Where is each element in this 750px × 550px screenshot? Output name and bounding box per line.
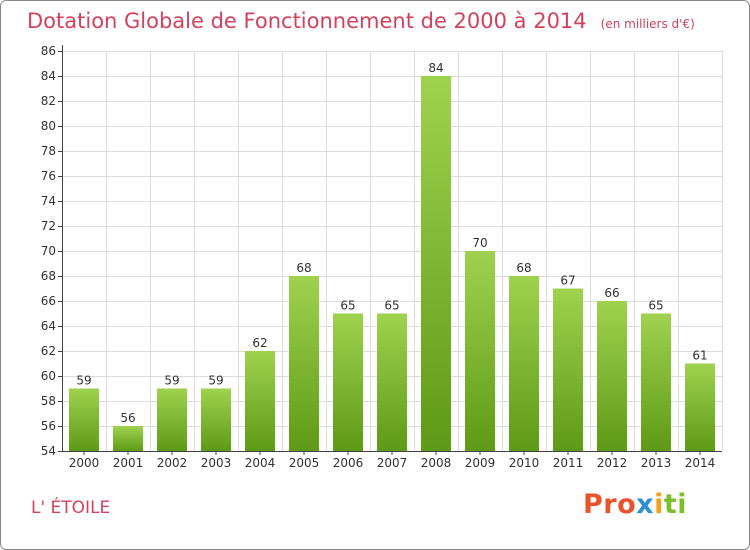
y-tick-label: 76 — [41, 169, 56, 183]
x-tick-label: 2008 — [421, 456, 452, 470]
x-tick-label: 2007 — [377, 456, 408, 470]
data-label: 68 — [516, 261, 531, 275]
x-tick-label: 2014 — [685, 456, 716, 470]
labels: 54 56 58 60 62 64 66 68 70 72 74 76 78 80 82 84 86 59 2000… — [41, 44, 716, 470]
x-tick-label: 2004 — [245, 456, 276, 470]
x-tick-label: 2013 — [641, 456, 672, 470]
x-tick-label: 2006 — [333, 456, 364, 470]
chart-unit-label: (en milliers d'€) — [600, 17, 695, 31]
y-tick-label: 60 — [41, 369, 56, 383]
bar — [597, 301, 627, 451]
y-tick-label: 72 — [41, 219, 56, 233]
y-tick-label: 86 — [41, 44, 56, 58]
data-label: 66 — [604, 286, 619, 300]
y-tick-label: 54 — [41, 444, 56, 458]
logo-part-2: x — [636, 489, 655, 520]
x-tick-label: 2012 — [597, 456, 628, 470]
data-label: 59 — [76, 374, 91, 388]
y-tick-label: 68 — [41, 269, 56, 283]
data-label: 67 — [560, 274, 575, 288]
y-tick-label: 74 — [41, 194, 56, 208]
x-tick-label: 2000 — [69, 456, 100, 470]
data-label: 84 — [428, 61, 443, 75]
title-block: Dotation Globale de Fonctionnement de 20… — [27, 9, 695, 33]
y-tick-label: 84 — [41, 69, 56, 83]
bar — [421, 76, 451, 451]
logo-part-3: i — [654, 489, 664, 520]
data-label: 56 — [120, 411, 135, 425]
y-tick-label: 70 — [41, 244, 56, 258]
y-tick-label: 80 — [41, 119, 56, 133]
bar — [553, 288, 583, 451]
data-label: 65 — [340, 299, 355, 313]
logo-part-4: ti — [663, 489, 688, 520]
data-label: 59 — [208, 374, 223, 388]
x-tick-label: 2009 — [465, 456, 496, 470]
logo-part-1: Pro — [583, 489, 637, 520]
bar — [641, 313, 671, 451]
y-tick-label: 82 — [41, 94, 56, 108]
bar — [465, 251, 495, 451]
x-tick-label: 2002 — [157, 456, 188, 470]
bars — [69, 76, 715, 451]
bar — [333, 313, 363, 451]
x-tick-label: 2003 — [201, 456, 232, 470]
data-label: 61 — [692, 349, 707, 363]
bar — [685, 363, 715, 451]
x-tick-label: 2005 — [289, 456, 320, 470]
bar — [157, 388, 187, 451]
axes — [58, 45, 722, 455]
data-label: 70 — [472, 236, 487, 250]
data-label: 65 — [648, 299, 663, 313]
chart-title: Dotation Globale de Fonctionnement de 20… — [27, 9, 587, 33]
x-tick-label: 2001 — [113, 456, 144, 470]
y-tick-label: 78 — [41, 144, 56, 158]
y-tick-label: 62 — [41, 344, 56, 358]
proxiti-logo: Proxiti — [583, 489, 687, 520]
y-tick-label: 66 — [41, 294, 56, 308]
data-label: 65 — [384, 299, 399, 313]
y-tick-label: 64 — [41, 319, 56, 333]
y-tick-label: 56 — [41, 419, 56, 433]
bar — [509, 276, 539, 451]
bar — [69, 388, 99, 451]
data-label: 68 — [296, 261, 311, 275]
bar — [113, 426, 143, 451]
y-tick-label: 58 — [41, 394, 56, 408]
bar — [245, 351, 275, 451]
x-tick-label: 2011 — [553, 456, 584, 470]
data-label: 62 — [252, 336, 267, 350]
x-tick-label: 2010 — [509, 456, 540, 470]
data-label: 59 — [164, 374, 179, 388]
bar — [377, 313, 407, 451]
bar — [289, 276, 319, 451]
commune-name: L' ÉTOILE — [31, 498, 111, 518]
bar — [201, 388, 231, 451]
